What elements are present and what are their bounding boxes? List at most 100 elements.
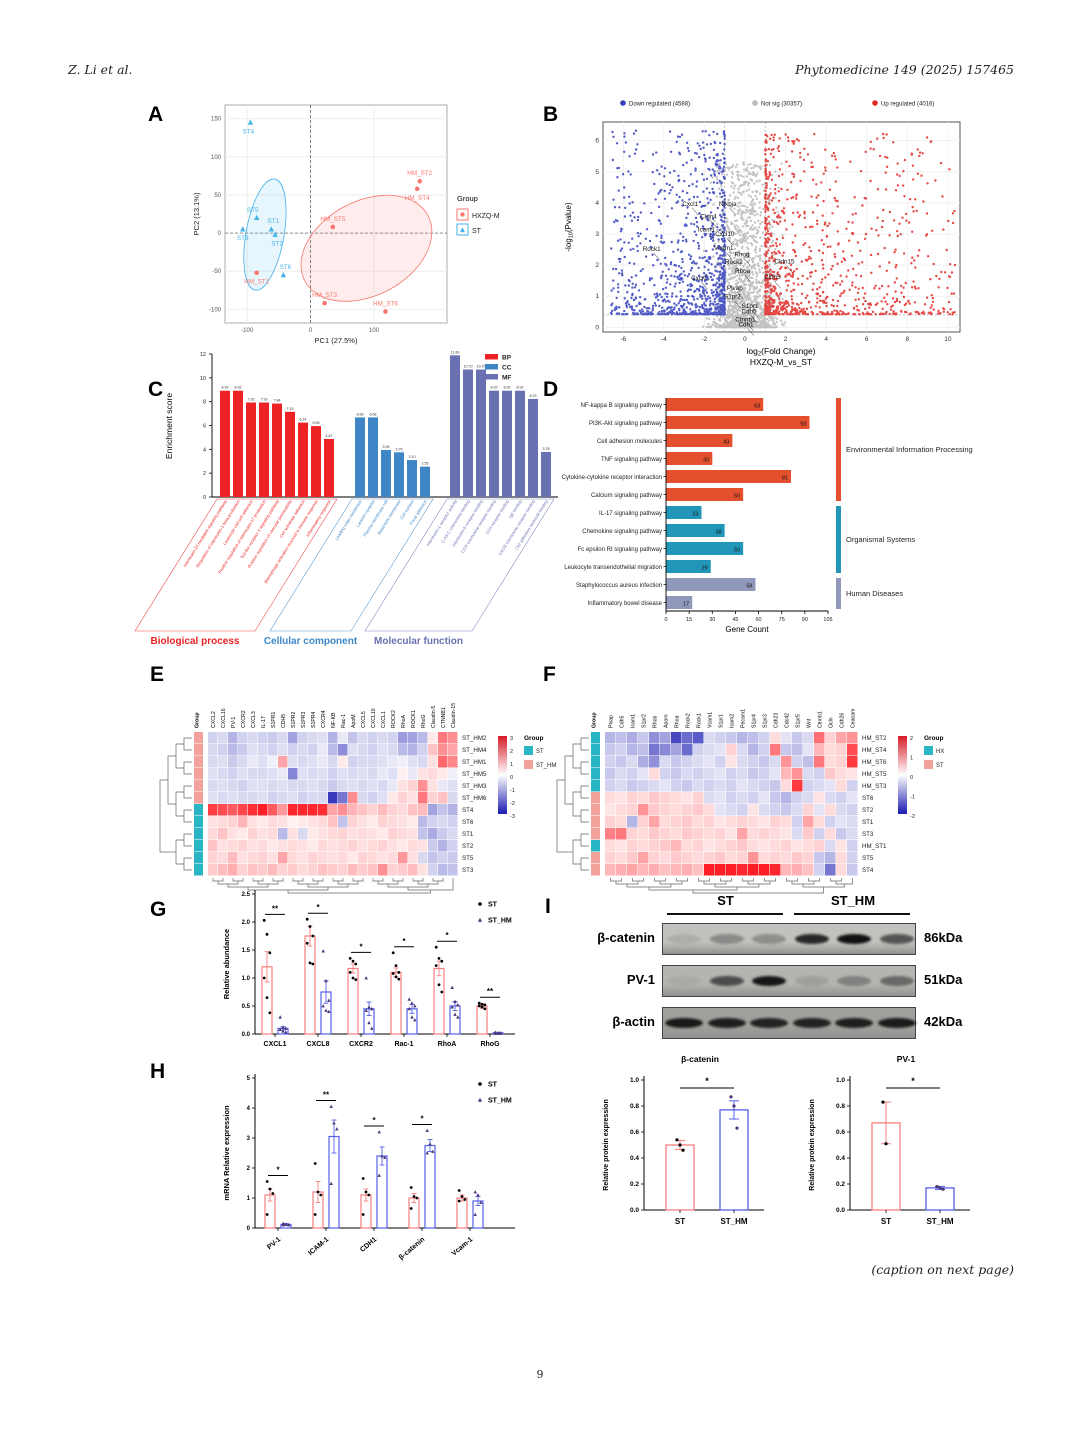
heatmap-cell bbox=[388, 816, 398, 828]
heatmap-cell bbox=[228, 792, 238, 804]
legend-label: ST_HM bbox=[536, 763, 556, 769]
bar-value-label: 7.93 bbox=[261, 398, 268, 402]
heatmap-cell bbox=[358, 852, 368, 864]
heatmap-cell bbox=[770, 768, 781, 780]
heatmap-cell bbox=[218, 792, 228, 804]
scatter-point bbox=[262, 918, 266, 922]
triangle-marker bbox=[477, 917, 483, 922]
scatter-point bbox=[412, 1195, 416, 1198]
significance-stars: * bbox=[276, 1166, 280, 1175]
heatmap-cell bbox=[368, 780, 378, 792]
gene-label: Icam1 bbox=[698, 227, 716, 234]
blot-group-label: ST_HM bbox=[830, 893, 876, 908]
pathway-label: NF-kappa B signaling pathway bbox=[581, 403, 662, 409]
scatter-point bbox=[415, 1196, 419, 1200]
x-category-label: RhoA bbox=[438, 1041, 457, 1048]
mean-bar bbox=[476, 1005, 488, 1035]
heatmap-cell bbox=[836, 840, 847, 852]
legend-label: MF bbox=[502, 375, 511, 382]
gene-label: Cxcl1 bbox=[682, 201, 698, 208]
heatmap-cell bbox=[208, 840, 218, 852]
heatmap-cell bbox=[847, 828, 858, 840]
heatmap-cell bbox=[318, 732, 328, 744]
group-strip bbox=[836, 398, 841, 501]
heatmap-cell bbox=[770, 828, 781, 840]
group-annotation-cell bbox=[591, 744, 600, 756]
heatmap-cell bbox=[825, 852, 836, 864]
group-annotation-cell bbox=[194, 840, 203, 852]
heatmap-cell bbox=[218, 864, 228, 876]
dendrogram-branch bbox=[564, 755, 573, 805]
heatmap-cell bbox=[748, 840, 759, 852]
scatter-point bbox=[477, 1004, 481, 1008]
bar-value-label: 58 bbox=[746, 584, 752, 590]
y-axis-title: Relative abundance bbox=[222, 929, 231, 999]
heatmap-cell bbox=[338, 804, 348, 816]
pathway-group-label: Human Diseases bbox=[846, 589, 903, 598]
heatmap-cell bbox=[238, 816, 248, 828]
heatmap-cell bbox=[208, 744, 218, 756]
enrichment-bar bbox=[502, 390, 512, 497]
bar-value-label: 17 bbox=[683, 602, 689, 608]
cluster-ellipse bbox=[300, 194, 433, 302]
y-tick-label: 1 bbox=[595, 293, 599, 300]
enrichment-bar bbox=[259, 402, 269, 497]
heatmap-cell bbox=[248, 828, 258, 840]
heatmap-cell bbox=[278, 864, 288, 876]
y-tick-label: 0.6 bbox=[836, 1129, 845, 1136]
heatmap-cell bbox=[308, 864, 318, 876]
heatmap-cell bbox=[248, 744, 258, 756]
heatmap-cell bbox=[378, 840, 388, 852]
chart-title: β-catenin bbox=[681, 1054, 719, 1064]
scatter-point bbox=[935, 1185, 939, 1189]
y-tick-label: 0 bbox=[218, 231, 222, 237]
heatmap-cell bbox=[781, 804, 792, 816]
bar-value-label: 8.23 bbox=[530, 394, 537, 398]
heatmap-cell bbox=[616, 840, 627, 852]
x-category-label: CXCL1 bbox=[264, 1041, 287, 1048]
blot-group-underline bbox=[667, 913, 783, 915]
heatmap-cell bbox=[616, 780, 627, 792]
heatmap-cell bbox=[814, 864, 825, 876]
heatmap-cell bbox=[228, 744, 238, 756]
x-tick-label: 2 bbox=[784, 336, 788, 343]
gene-label: Cldn15 bbox=[775, 259, 795, 266]
heatmap-cell bbox=[338, 744, 348, 756]
heatmap-cell bbox=[605, 852, 616, 864]
gene-callout-line bbox=[743, 258, 751, 266]
group-annotation-cell bbox=[591, 732, 600, 744]
heatmap-cell bbox=[693, 852, 704, 864]
legend-swatch bbox=[485, 354, 498, 360]
panel-h-label: H bbox=[150, 1060, 166, 1083]
heatmap-cell bbox=[398, 744, 408, 756]
heatmap-cell bbox=[803, 780, 814, 792]
heatmap-cell bbox=[418, 756, 428, 768]
heatmap-cell bbox=[649, 732, 660, 744]
row-label: ST6 bbox=[462, 819, 474, 826]
heatmap-cell bbox=[288, 744, 298, 756]
y-tick-label: 2 bbox=[203, 471, 206, 477]
heatmap-cell bbox=[715, 780, 726, 792]
heatmap-cell bbox=[836, 756, 847, 768]
heatmap-cell bbox=[836, 804, 847, 816]
heatmap-cell bbox=[726, 744, 737, 756]
heatmap-cell bbox=[338, 732, 348, 744]
y-tick-label: 1.5 bbox=[242, 948, 251, 954]
triangle-marker bbox=[473, 1190, 477, 1194]
column-label: S1pr1 bbox=[719, 714, 725, 728]
heatmap-cell bbox=[671, 768, 682, 780]
term-group-outline bbox=[134, 498, 338, 632]
heatmap-cell bbox=[308, 804, 318, 816]
heatmap-cell bbox=[358, 840, 368, 852]
x-tick-label: 90 bbox=[802, 617, 808, 623]
heatmap-cell bbox=[704, 780, 715, 792]
bar-value-label: 6.68 bbox=[370, 412, 377, 416]
legend-label: ST bbox=[536, 749, 544, 755]
gene-callout-line bbox=[744, 274, 751, 283]
heatmap-cell bbox=[836, 780, 847, 792]
heatmap-cell bbox=[770, 804, 781, 816]
x-category-label: ST bbox=[675, 1217, 685, 1226]
heatmap-cell bbox=[693, 768, 704, 780]
molecular-weight-label: 42kDa bbox=[924, 1014, 963, 1029]
legend-swatch bbox=[524, 760, 533, 769]
